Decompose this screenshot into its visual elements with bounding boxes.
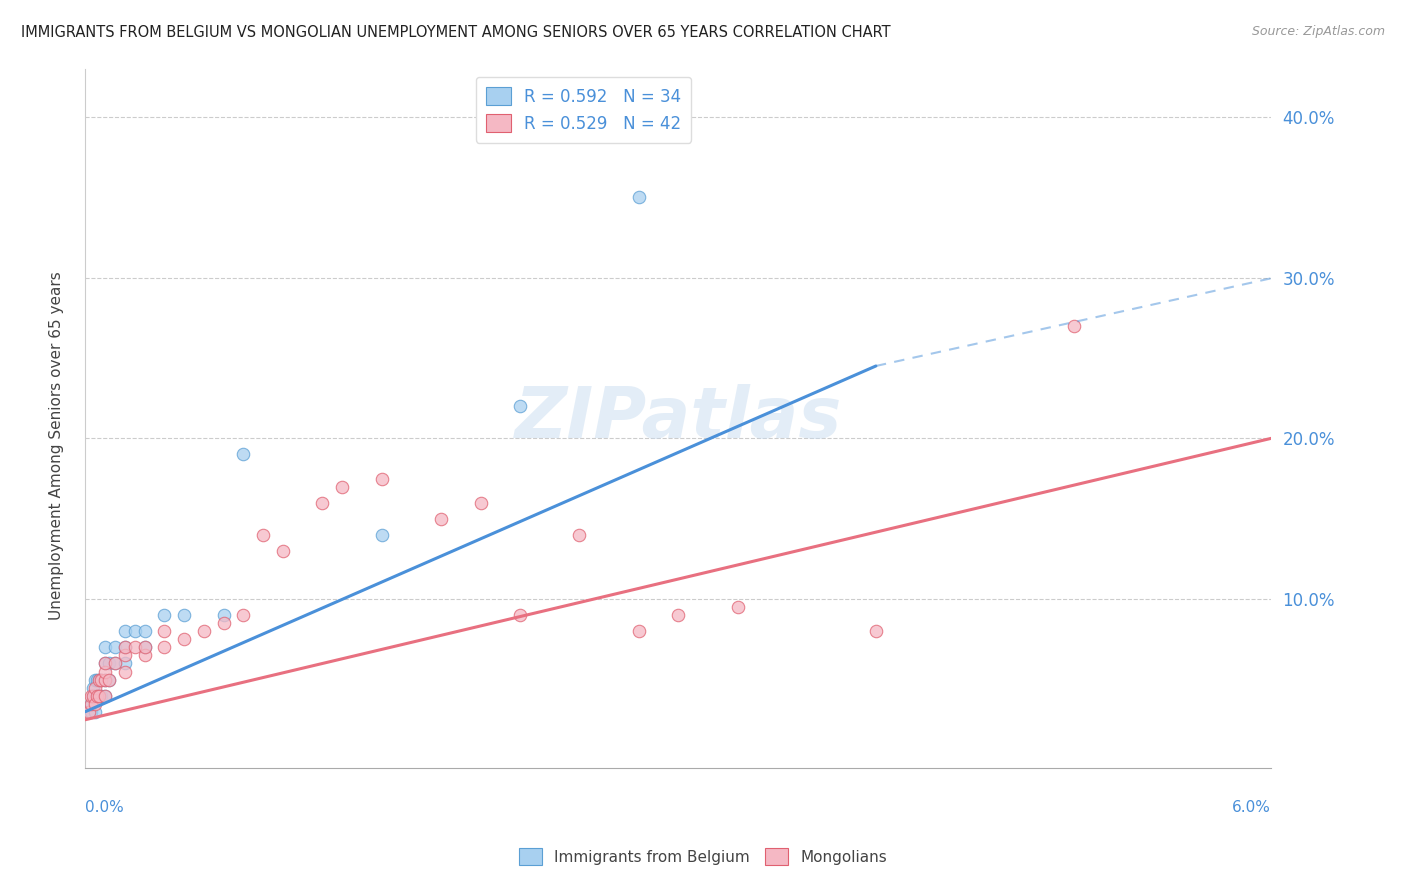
Text: Source: ZipAtlas.com: Source: ZipAtlas.com <box>1251 25 1385 38</box>
Text: 0.0%: 0.0% <box>86 800 124 815</box>
Legend: Immigrants from Belgium, Mongolians: Immigrants from Belgium, Mongolians <box>513 842 893 871</box>
Text: Unemployment Among Seniors over 65 years: Unemployment Among Seniors over 65 years <box>49 272 63 620</box>
Text: ZIPatlas: ZIPatlas <box>515 384 842 453</box>
Text: 6.0%: 6.0% <box>1232 800 1271 815</box>
Text: IMMIGRANTS FROM BELGIUM VS MONGOLIAN UNEMPLOYMENT AMONG SENIORS OVER 65 YEARS CO: IMMIGRANTS FROM BELGIUM VS MONGOLIAN UNE… <box>21 25 891 40</box>
Legend: R = 0.592   N = 34, R = 0.529   N = 42: R = 0.592 N = 34, R = 0.529 N = 42 <box>475 77 692 143</box>
